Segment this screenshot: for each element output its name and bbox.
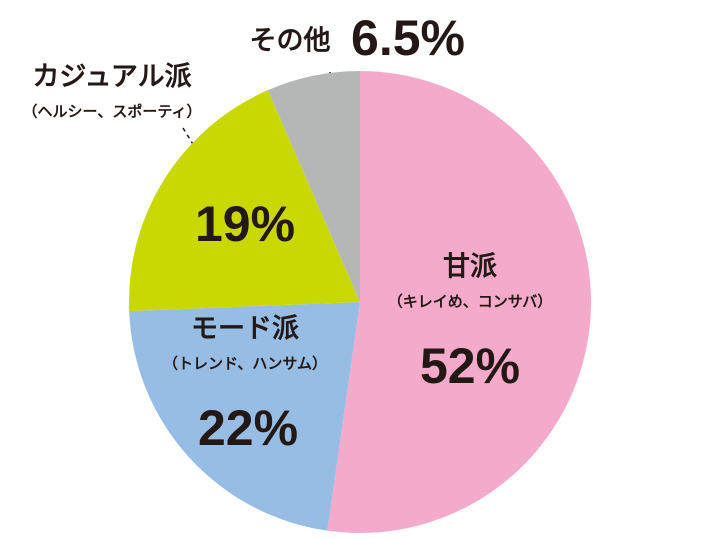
slice-sublabel: （キレイめ、コンサバ） [388,293,552,311]
slice-label: 甘派 [443,252,497,283]
value-label: 52% [420,338,520,394]
value-label: 22% [198,400,298,456]
pie-slice [129,90,360,312]
value-label: 19% [195,196,295,252]
slice-sublabel: （ヘルシー、スポーティ） [23,103,202,121]
slice-label: カジュアル派 [32,62,191,93]
value-label: 6.5% [351,10,465,66]
slice-label: モード派 [191,314,299,345]
pie-slice [267,71,360,302]
slice-sublabel: （トレンド、ハンサム） [163,355,327,373]
pie-slice [129,302,360,531]
slice-label: その他 [250,26,331,57]
pie-slice [327,71,592,533]
